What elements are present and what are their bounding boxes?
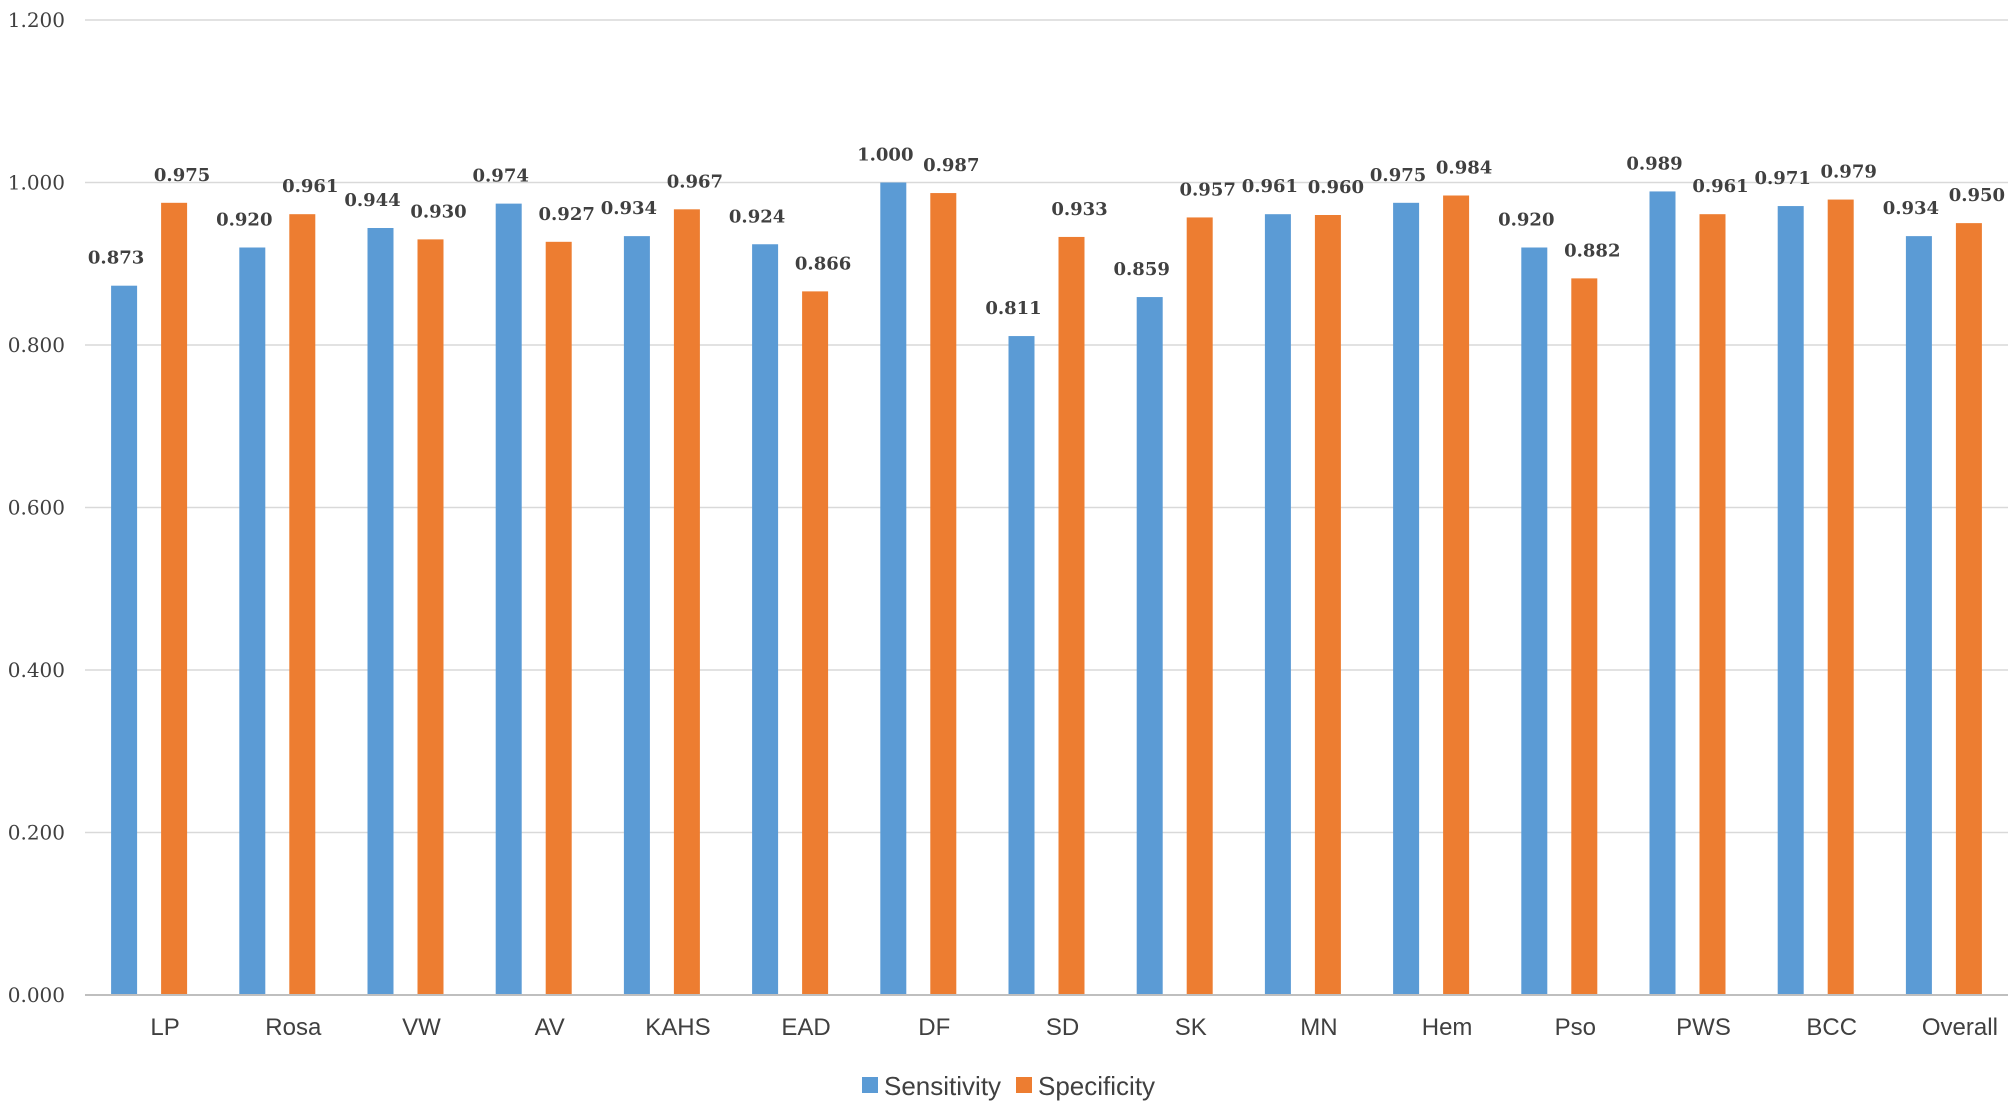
bar-sensitivity-kahs — [623, 236, 650, 995]
x-axis-ticks: LP Rosa VW AV KAHS EAD DF SD SK MN Hem Pso PWS BCC Ove… — [150, 1014, 1997, 1041]
bar-sensitivity-pws — [1649, 191, 1676, 995]
bar-specificity-overall — [1955, 223, 1982, 995]
y-tick-label: 1.200 — [8, 8, 65, 32]
y-tick-label: 0.800 — [8, 333, 65, 357]
data-label-specificity: 0.933 — [1051, 199, 1107, 220]
bar-specificity-df — [930, 193, 957, 995]
data-label-specificity: 0.957 — [1180, 179, 1236, 200]
data-label-specificity: 0.961 — [1692, 176, 1748, 197]
bar-specificity-av — [545, 241, 572, 995]
bar-sensitivity-vw — [367, 228, 394, 995]
data-label-specificity: 0.967 — [667, 171, 723, 192]
data-label-specificity: 0.975 — [154, 165, 210, 186]
x-tick-label: LP — [150, 1014, 179, 1041]
data-label-specificity: 0.927 — [539, 204, 595, 225]
bar-specificity-rosa — [289, 214, 316, 995]
bar-specificity-kahs — [673, 209, 700, 995]
bar-sensitivity-av — [495, 203, 522, 995]
x-tick-label: BCC — [1806, 1014, 1857, 1041]
legend-label-specificity: Specificity — [1038, 1071, 1155, 1101]
data-label-sensitivity: 0.961 — [1242, 176, 1298, 197]
legend-label-sensitivity: Sensitivity — [884, 1071, 1001, 1101]
bar-sensitivity-sd — [1008, 336, 1035, 995]
data-label-sensitivity: 0.989 — [1626, 153, 1682, 174]
bar-sensitivity-sk — [1136, 297, 1163, 995]
x-tick-label: Pso — [1555, 1014, 1596, 1041]
bar-specificity-pws — [1699, 214, 1726, 995]
data-label-specificity: 0.866 — [795, 253, 851, 274]
data-label-sensitivity: 0.934 — [601, 198, 657, 219]
data-label-specificity: 0.930 — [410, 201, 466, 222]
bar-sensitivity-pso — [1521, 247, 1548, 995]
bar-specificity-ead — [802, 291, 829, 995]
x-tick-label: AV — [535, 1014, 565, 1041]
y-tick-label: 1.000 — [8, 171, 65, 195]
data-label-specificity: 0.961 — [282, 176, 338, 197]
bar-sensitivity-lp — [111, 285, 138, 995]
legend: Sensitivity Specificity — [862, 1071, 1155, 1101]
y-tick-label: 0.200 — [8, 821, 65, 845]
y-tick-label: 0.600 — [8, 496, 65, 520]
bar-specificity-pso — [1571, 278, 1598, 995]
bar-sensitivity-overall — [1905, 236, 1932, 995]
bar-specificity-sd — [1058, 236, 1085, 995]
data-labels: 0.873 0.975 0.920 0.961 0.944 0.930 0.974 0.927… — [88, 145, 2005, 320]
data-label-sensitivity: 1.000 — [857, 145, 913, 166]
data-label-sensitivity: 0.944 — [344, 190, 400, 211]
bar-specificity-mn — [1314, 215, 1341, 995]
data-label-sensitivity: 0.975 — [1370, 165, 1426, 186]
bar-sensitivity-rosa — [239, 247, 266, 995]
bars — [111, 182, 1982, 995]
bar-sensitivity-bcc — [1777, 206, 1804, 995]
bar-specificity-sk — [1186, 217, 1213, 995]
x-tick-label: EAD — [781, 1014, 830, 1041]
bar-specificity-bcc — [1827, 199, 1854, 995]
bar-specificity-vw — [417, 239, 444, 995]
y-axis-ticks: 0.000 0.200 0.400 0.600 0.800 1.000 1.200 — [8, 8, 65, 1007]
x-tick-label: VW — [402, 1014, 441, 1041]
y-tick-label: 0.000 — [8, 983, 65, 1007]
data-label-sensitivity: 0.811 — [985, 298, 1041, 319]
data-label-sensitivity: 0.873 — [88, 248, 144, 269]
data-label-sensitivity: 0.971 — [1755, 168, 1811, 189]
x-tick-label: Rosa — [265, 1014, 322, 1041]
bar-sensitivity-ead — [752, 244, 779, 995]
data-label-sensitivity: 0.920 — [1498, 210, 1554, 231]
data-label-sensitivity: 0.920 — [216, 210, 272, 231]
grid-lines — [85, 19, 2008, 834]
data-label-specificity: 0.984 — [1436, 158, 1492, 179]
data-label-specificity: 0.882 — [1564, 240, 1620, 261]
legend-swatch-sensitivity — [862, 1077, 878, 1093]
x-tick-label: SK — [1175, 1014, 1207, 1041]
data-label-specificity: 0.987 — [923, 155, 979, 176]
x-tick-label: Hem — [1422, 1014, 1473, 1041]
x-tick-label: DF — [918, 1014, 950, 1041]
data-label-sensitivity: 0.924 — [729, 206, 785, 227]
legend-swatch-specificity — [1016, 1077, 1032, 1093]
bar-specificity-hem — [1443, 195, 1470, 995]
data-label-sensitivity: 0.859 — [1114, 259, 1170, 280]
data-label-sensitivity: 0.934 — [1883, 198, 1939, 219]
data-label-specificity: 0.979 — [1821, 162, 1877, 183]
x-tick-label: MN — [1300, 1014, 1337, 1041]
y-tick-label: 0.400 — [8, 658, 65, 682]
bar-specificity-lp — [161, 202, 188, 995]
bar-sensitivity-mn — [1264, 214, 1291, 995]
bar-sensitivity-df — [880, 182, 907, 995]
x-tick-label: Overall — [1922, 1014, 1998, 1041]
data-label-specificity: 0.960 — [1308, 177, 1364, 198]
data-label-specificity: 0.950 — [1949, 185, 2005, 206]
x-tick-label: KAHS — [645, 1014, 710, 1041]
x-tick-label: SD — [1046, 1014, 1079, 1041]
x-tick-label: PWS — [1676, 1014, 1731, 1041]
data-label-sensitivity: 0.974 — [473, 166, 529, 187]
bar-sensitivity-hem — [1393, 202, 1420, 995]
